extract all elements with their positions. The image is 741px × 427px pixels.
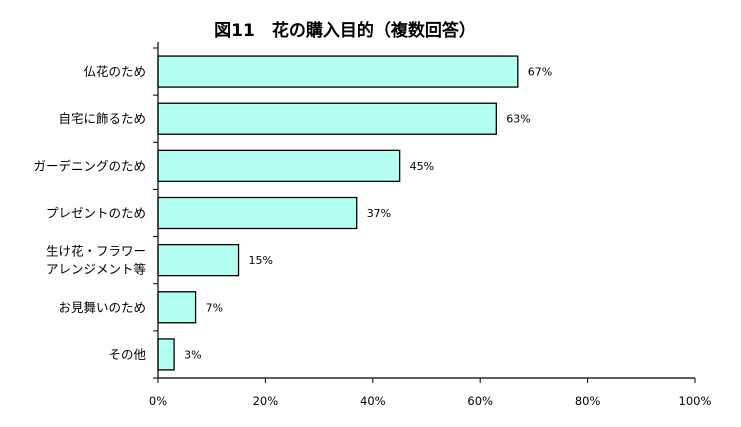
category-label: 仏花のため [83, 64, 146, 79]
bar [157, 55, 519, 88]
category-label: お見舞いのため [58, 300, 146, 315]
axis-group [153, 42, 696, 383]
category-labels-group: 仏花のため自宅に飾るためガーデニングのためプレゼントのため生け花・フラワーアレン… [33, 64, 146, 362]
tick-labels-group: 0% 20% 40% 60% 80% 100% [149, 394, 712, 408]
category-label: 生け花・フラワーアレンジメント等 [46, 244, 146, 277]
bar [157, 196, 358, 230]
bars-group [157, 55, 519, 371]
category-label: プレゼントのため [46, 206, 146, 221]
value-label: 7% [206, 301, 223, 314]
x-tick-label: 40% [360, 394, 386, 408]
x-tick-label: 100% [679, 394, 712, 408]
value-label: 67% [528, 66, 552, 79]
bar [157, 243, 240, 277]
bar [157, 102, 497, 135]
value-label: 63% [506, 113, 530, 126]
value-label: 37% [367, 207, 391, 220]
bar [157, 149, 401, 183]
category-label: ガーデニングのため [33, 158, 146, 173]
value-labels-group: 67% 63% 45% 37% 15% 7% 3% [184, 66, 552, 362]
bar [157, 338, 175, 371]
x-tick-label: 20% [253, 394, 279, 408]
value-label: 3% [184, 348, 201, 361]
bar [157, 291, 197, 324]
value-label: 15% [249, 254, 273, 267]
x-tick-label: 0% [149, 394, 167, 408]
category-label: その他 [108, 347, 146, 362]
x-tick-label: 80% [575, 394, 601, 408]
value-label: 45% [410, 160, 434, 173]
category-label: 自宅に飾るため [58, 111, 146, 126]
x-tick-label: 60% [467, 394, 493, 408]
chart-title: 図11 花の購入目的（複数回答） [214, 20, 476, 41]
